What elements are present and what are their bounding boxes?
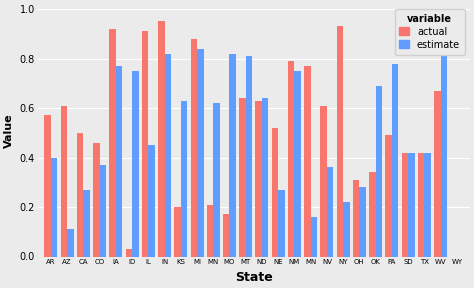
Bar	[148, 145, 155, 257]
Bar	[61, 106, 67, 257]
Legend: actual, estimate: actual, estimate	[395, 9, 465, 55]
Bar	[174, 207, 181, 257]
Bar	[83, 190, 90, 257]
Bar	[45, 115, 51, 257]
Bar	[304, 66, 310, 257]
Bar	[434, 91, 441, 257]
Bar	[51, 158, 57, 257]
Bar	[359, 187, 366, 257]
Bar	[100, 165, 106, 257]
Bar	[401, 153, 408, 257]
Bar	[239, 98, 246, 257]
Bar	[337, 26, 343, 257]
Bar	[197, 49, 203, 257]
Bar	[158, 22, 164, 257]
Bar	[191, 39, 197, 257]
Bar	[262, 98, 268, 257]
Bar	[353, 180, 359, 257]
Bar	[77, 133, 83, 257]
Bar	[408, 153, 415, 257]
Bar	[424, 153, 431, 257]
Bar	[272, 128, 278, 257]
Bar	[288, 61, 294, 257]
Bar	[181, 101, 187, 257]
Bar	[255, 101, 262, 257]
Bar	[418, 153, 424, 257]
Bar	[132, 71, 138, 257]
Bar	[278, 190, 285, 257]
Bar	[376, 86, 382, 257]
Y-axis label: Value: Value	[4, 113, 14, 148]
X-axis label: State: State	[235, 271, 273, 284]
Bar	[164, 54, 171, 257]
Bar	[392, 64, 398, 257]
Bar	[93, 143, 100, 257]
Bar	[67, 229, 73, 257]
Bar	[320, 106, 327, 257]
Bar	[246, 56, 252, 257]
Bar	[369, 173, 376, 257]
Bar	[294, 71, 301, 257]
Bar	[126, 249, 132, 257]
Bar	[223, 215, 229, 257]
Bar	[343, 202, 350, 257]
Bar	[229, 54, 236, 257]
Bar	[327, 167, 333, 257]
Bar	[310, 217, 317, 257]
Bar	[207, 204, 213, 257]
Bar	[441, 31, 447, 257]
Bar	[116, 66, 122, 257]
Bar	[109, 29, 116, 257]
Bar	[385, 135, 392, 257]
Bar	[142, 31, 148, 257]
Bar	[213, 103, 220, 257]
